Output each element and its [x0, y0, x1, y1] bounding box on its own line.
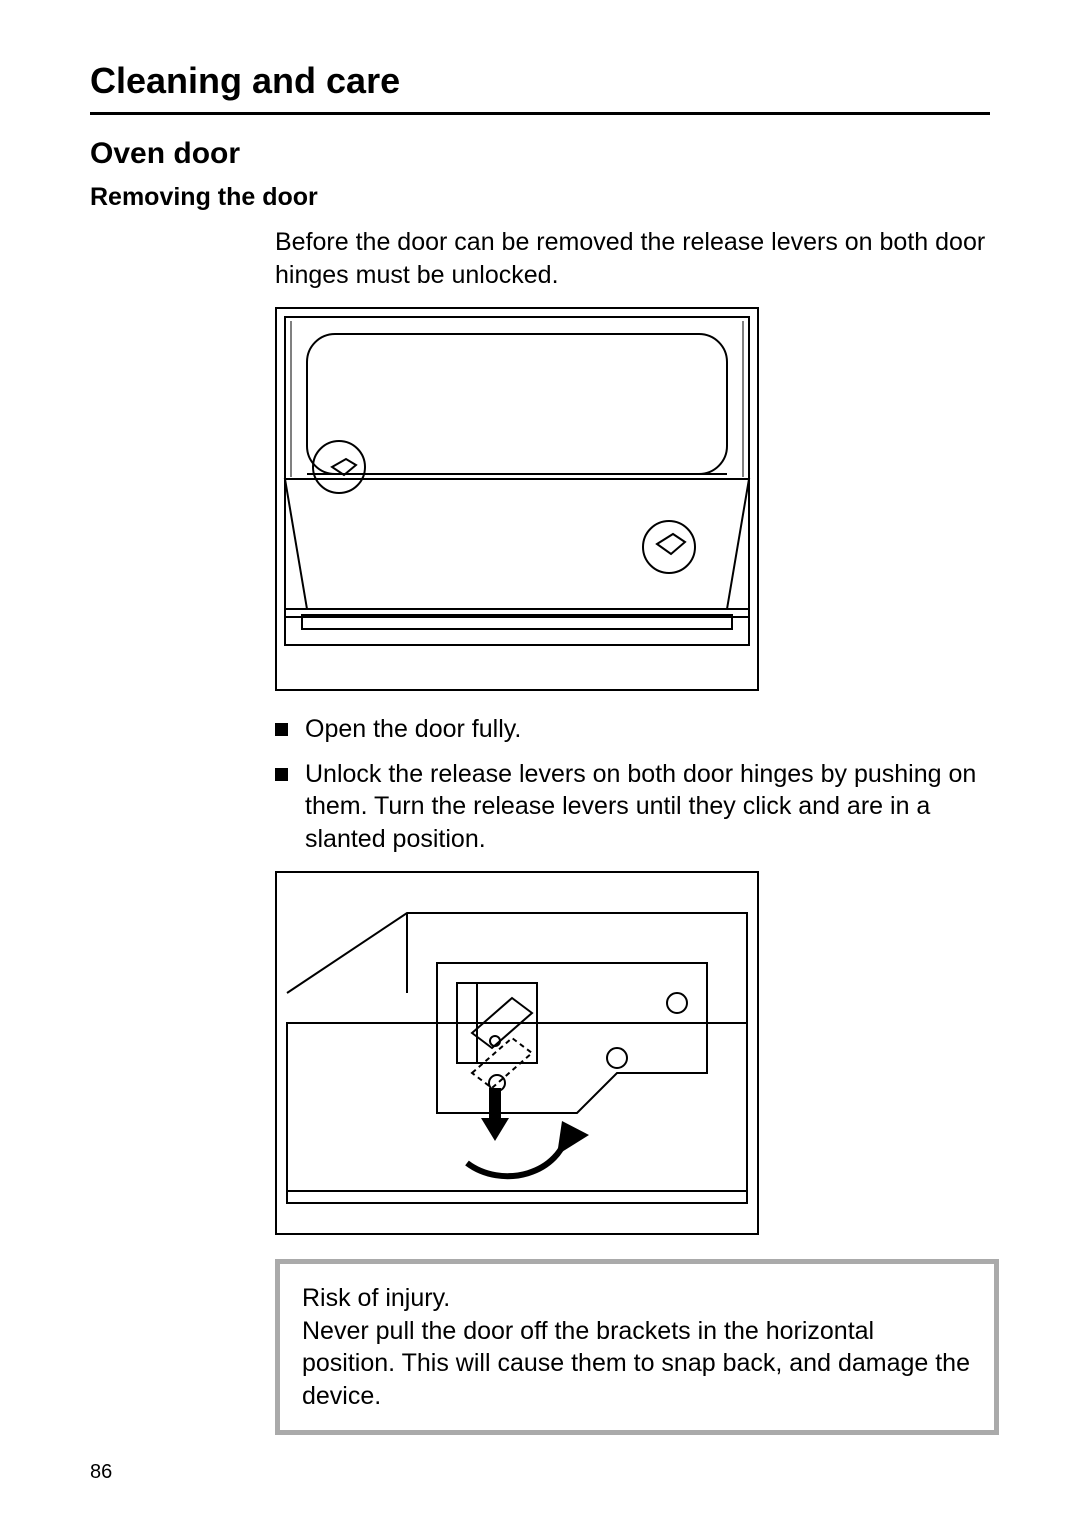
figure-hinge-closeup — [275, 871, 759, 1235]
instruction-bullets: Open the door fully. Unlock the release … — [275, 713, 990, 855]
callout-line2: Never pull the door off the brackets in … — [302, 1317, 970, 1410]
page-title: Cleaning and care — [90, 60, 990, 102]
horizontal-rule — [90, 112, 990, 115]
subsection-heading: Removing the door — [90, 183, 990, 212]
warning-callout: Risk of injury. Never pull the door off … — [275, 1259, 999, 1435]
page: Cleaning and care Oven door Removing the… — [0, 0, 1080, 1529]
intro-paragraph: Before the door can be removed the relea… — [275, 226, 990, 291]
body-column: Before the door can be removed the relea… — [275, 226, 990, 1435]
figure-oven-open-door — [275, 307, 759, 691]
section-heading: Oven door — [90, 137, 990, 171]
page-number: 86 — [90, 1461, 112, 1484]
bullet-item: Open the door fully. — [275, 713, 990, 746]
callout-line1: Risk of injury. — [302, 1284, 450, 1312]
bullet-item: Unlock the release levers on both door h… — [275, 758, 990, 856]
